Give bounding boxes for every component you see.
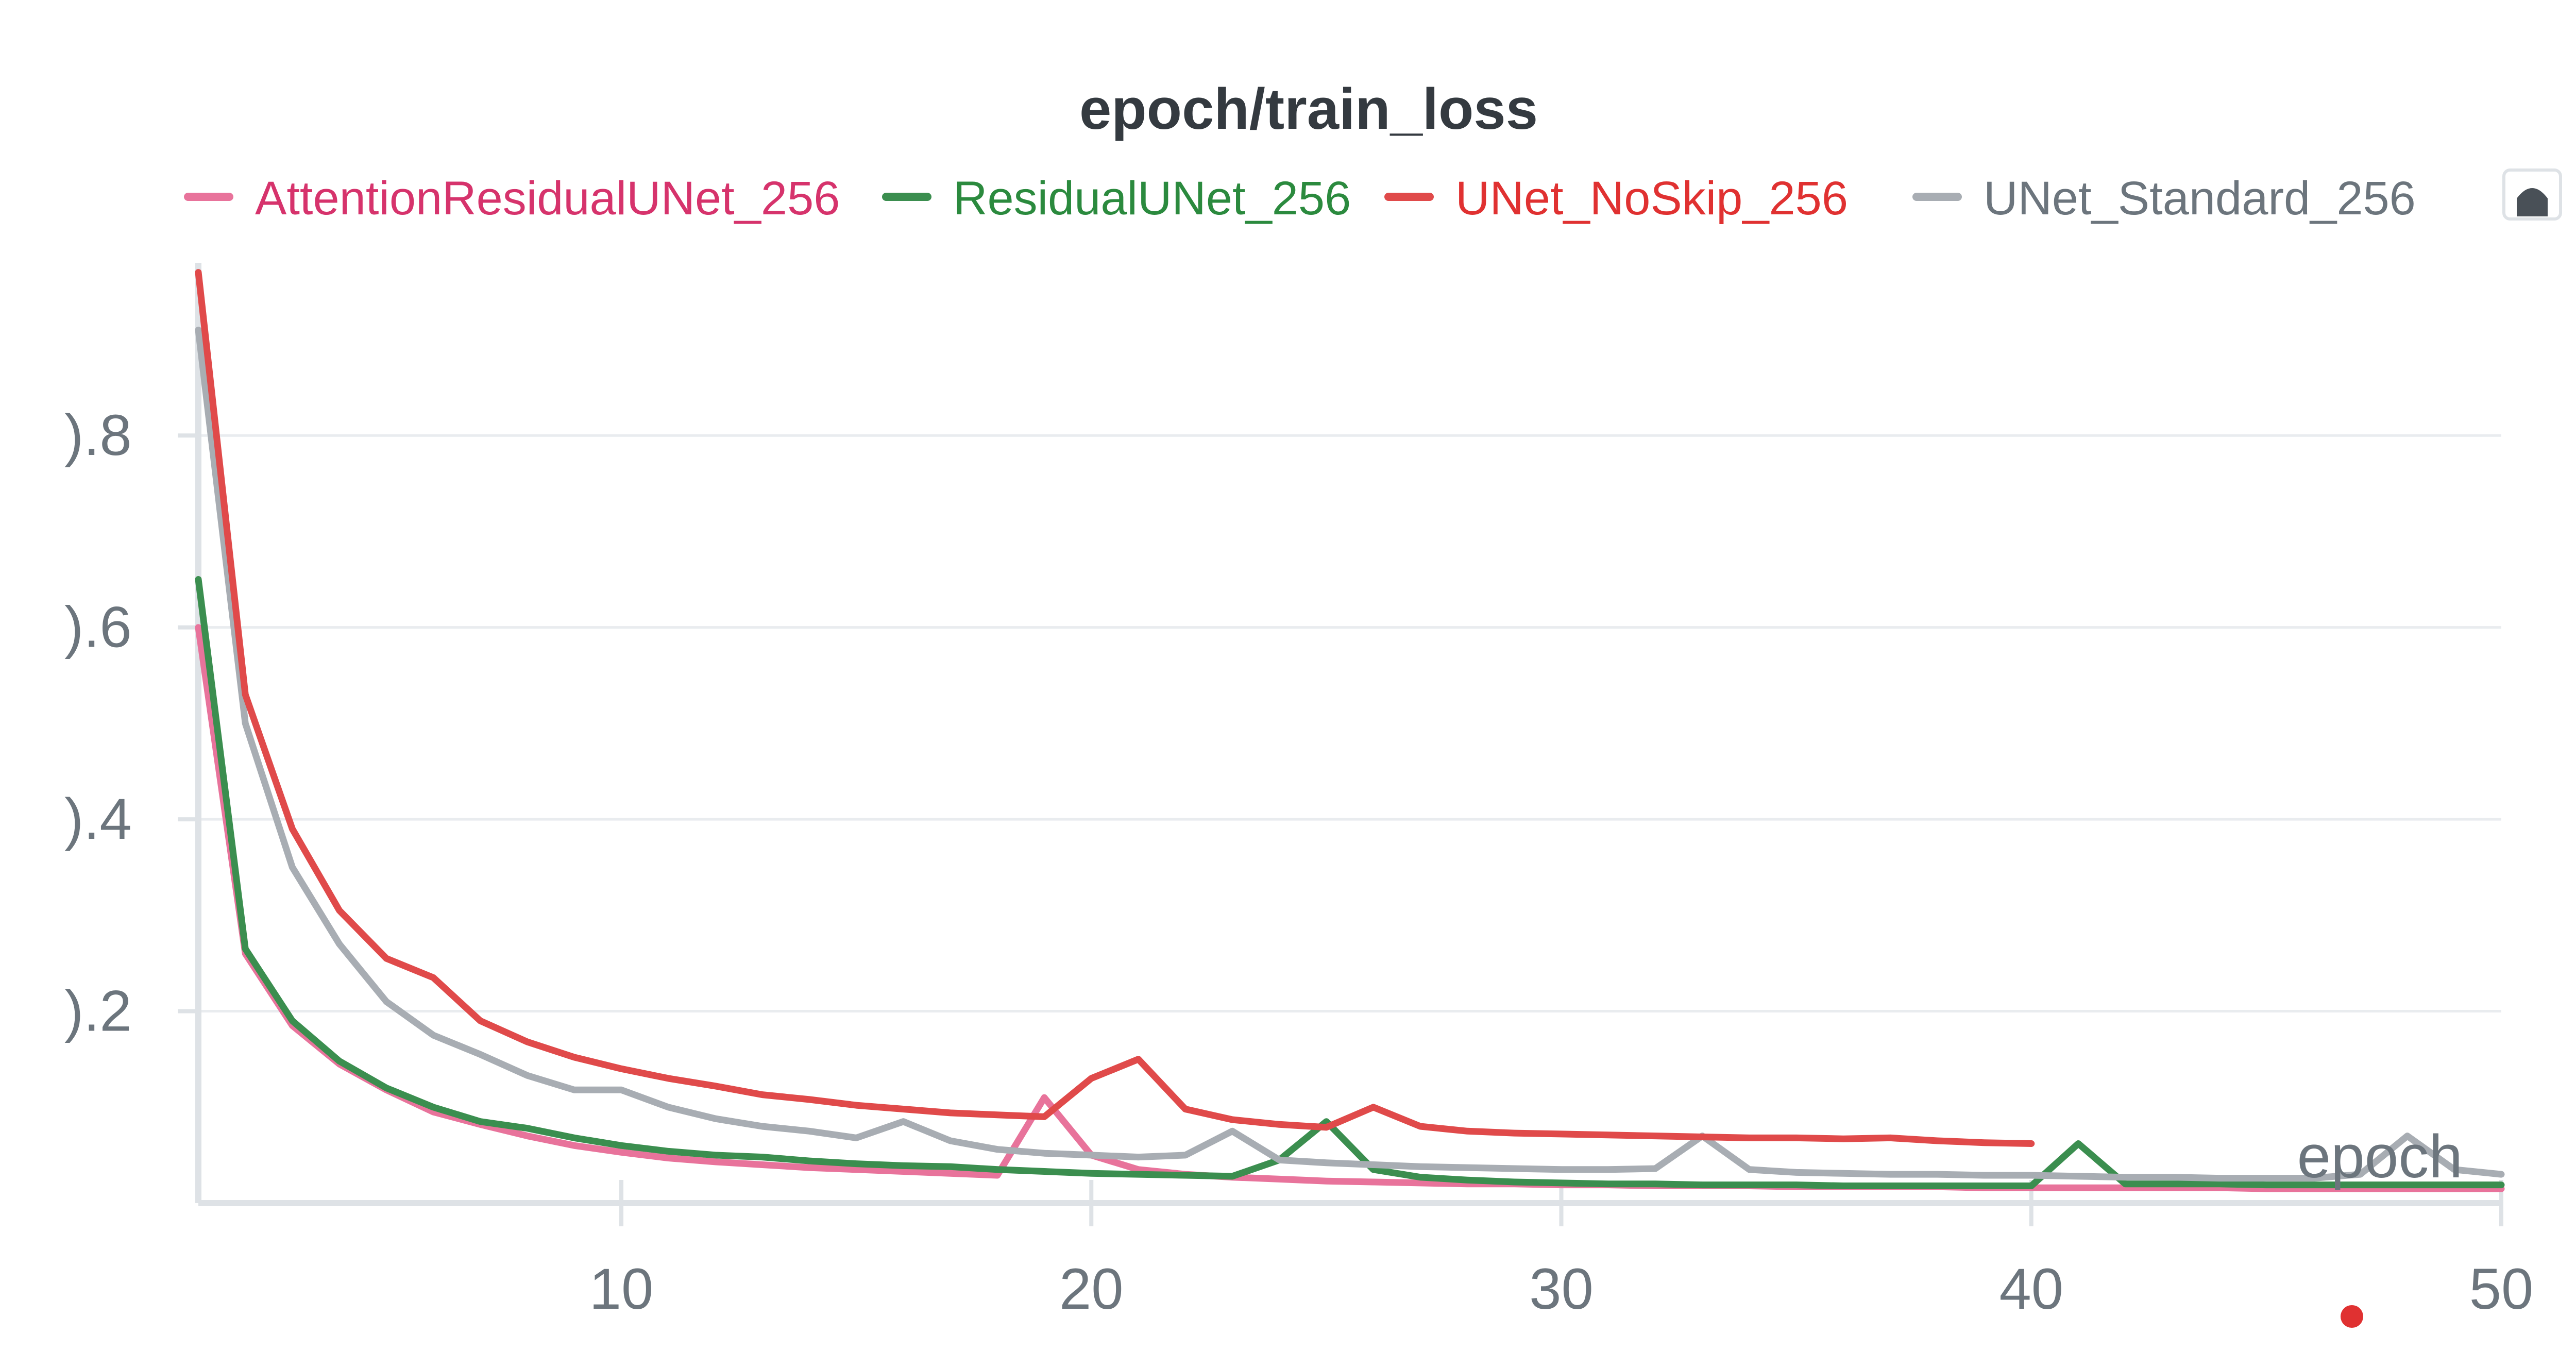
x-tick-label-0: 10 (589, 1257, 654, 1321)
y-tick-label-0: ).2 (64, 979, 132, 1043)
legend-label-2[interactable]: UNet_NoSkip_256 (1455, 172, 1848, 225)
x-axis-label: epoch (2297, 1123, 2463, 1191)
y-tick-label-3: ).8 (64, 403, 132, 467)
y-tick-label-2: ).6 (64, 595, 132, 660)
series-line-3 (195, 326, 2505, 1182)
x-tick-label-3: 40 (1999, 1257, 2063, 1321)
x-axis-ticks: 10 20 30 40 50 (589, 1180, 2534, 1321)
legend-menu-icon[interactable] (2502, 168, 2562, 221)
axes (195, 263, 2501, 1206)
highlight-marker (2341, 1305, 2363, 1328)
x-tick-label-1: 20 (1059, 1257, 1124, 1321)
grid (198, 434, 2501, 1013)
legend: AttentionResidualUNet_256 ResidualUNet_25… (184, 172, 2416, 225)
y-axis-ticks: ).2 ).4 ).6 ).8 (64, 403, 198, 1043)
series-line-1 (195, 576, 2505, 1189)
x-tick-label-2: 30 (1529, 1257, 1594, 1321)
x-tick-label-4: 50 (2469, 1257, 2534, 1321)
legend-label-1[interactable]: ResidualUNet_256 (953, 172, 1351, 225)
y-tick-label-1: ).4 (64, 787, 132, 851)
series-line-0 (195, 624, 2505, 1192)
chart-title: epoch/train_loss (1079, 77, 1538, 141)
series-line-2 (195, 269, 2035, 1147)
legend-label-3[interactable]: UNet_Standard_256 (1984, 172, 2416, 225)
series-group (195, 269, 2505, 1192)
legend-label-0[interactable]: AttentionResidualUNet_256 (255, 172, 840, 225)
